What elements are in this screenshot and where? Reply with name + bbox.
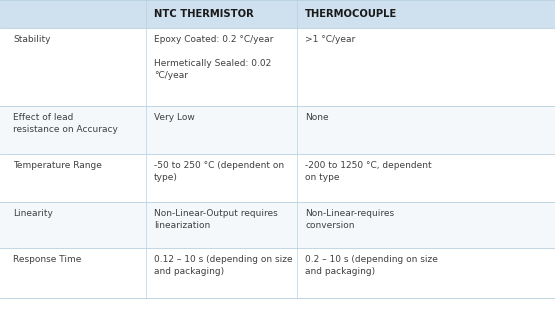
Bar bbox=[0, 106, 555, 154]
Text: Stability: Stability bbox=[13, 35, 51, 44]
Bar bbox=[0, 154, 555, 202]
Bar bbox=[0, 28, 555, 106]
Bar bbox=[0, 202, 555, 248]
Text: -50 to 250 °C (dependent on
type): -50 to 250 °C (dependent on type) bbox=[154, 161, 284, 182]
Bar bbox=[0, 0, 555, 28]
Text: Response Time: Response Time bbox=[13, 255, 82, 264]
Text: Very Low: Very Low bbox=[154, 113, 195, 122]
Text: 0.12 – 10 s (depending on size
and packaging): 0.12 – 10 s (depending on size and packa… bbox=[154, 255, 292, 276]
Text: Non-Linear-requires
conversion: Non-Linear-requires conversion bbox=[305, 209, 394, 230]
Text: Linearity: Linearity bbox=[13, 209, 53, 218]
Text: 0.2 – 10 s (depending on size
and packaging): 0.2 – 10 s (depending on size and packag… bbox=[305, 255, 438, 276]
Bar bbox=[0, 248, 555, 298]
Text: Effect of lead
resistance on Accuracy: Effect of lead resistance on Accuracy bbox=[13, 113, 118, 134]
Text: -200 to 1250 °C, dependent
on type: -200 to 1250 °C, dependent on type bbox=[305, 161, 432, 182]
Text: None: None bbox=[305, 113, 329, 122]
Text: NTC THERMISTOR: NTC THERMISTOR bbox=[154, 9, 254, 19]
Text: Non-Linear-Output requires
linearization: Non-Linear-Output requires linearization bbox=[154, 209, 278, 230]
Text: THERMOCOUPLE: THERMOCOUPLE bbox=[305, 9, 397, 19]
Text: Epoxy Coated: 0.2 °C/year

Hermetically Sealed: 0.02
°C/year: Epoxy Coated: 0.2 °C/year Hermetically S… bbox=[154, 35, 274, 80]
Text: Temperature Range: Temperature Range bbox=[13, 161, 102, 170]
Text: >1 °C/year: >1 °C/year bbox=[305, 35, 355, 44]
